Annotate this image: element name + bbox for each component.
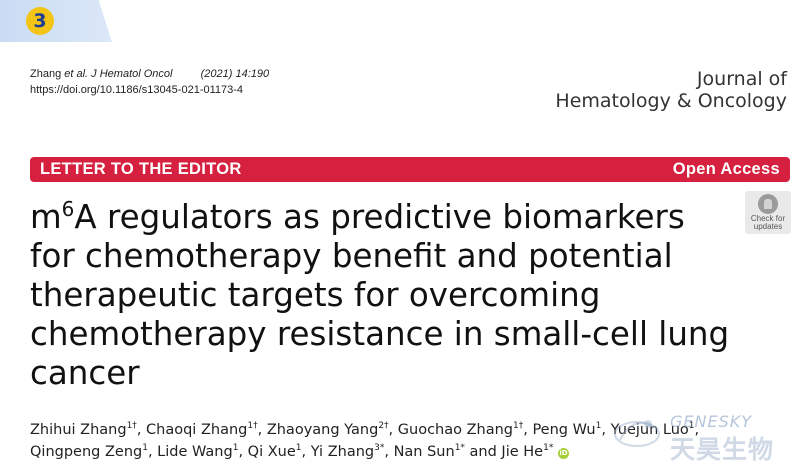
citation-doi[interactable]: https://doi.org/10.1186/s13045-021-01173… xyxy=(30,84,244,96)
citation-line: Zhang et al. J Hematol Oncol (2021) 14:1… xyxy=(30,66,269,82)
open-access-label: Open Access xyxy=(672,160,780,178)
title-line-1: m6A regulators as predictive biomarkers xyxy=(30,197,685,236)
author-name[interactable]: Qingpeng Zeng1 xyxy=(30,443,148,461)
bookmark-icon xyxy=(758,194,778,214)
author-name[interactable]: Yuejun Luo1 xyxy=(610,421,695,439)
author-line: Zhihui Zhang1†, Chaoqi Zhang1†, Zhaoyang… xyxy=(30,421,700,439)
author-name[interactable]: Qi Xue1 xyxy=(247,443,302,461)
citation-block: Zhang et al. J Hematol Oncol (2021) 14:1… xyxy=(30,66,269,98)
author-name[interactable]: Peng Wu1 xyxy=(532,421,602,439)
author-name[interactable]: Nan Sun1* xyxy=(393,443,465,461)
author-name[interactable]: Chaoqi Zhang1† xyxy=(146,421,258,439)
author-line: Qingpeng Zeng1, Lide Wang1, Qi Xue1, Yi … xyxy=(30,443,569,461)
author-name[interactable]: Zhaoyang Yang2† xyxy=(266,421,389,439)
journal-logo: Journal of Hematology & Oncology xyxy=(555,68,787,112)
author-name[interactable]: Zhihui Zhang1† xyxy=(30,421,137,439)
author-name[interactable]: Yi Zhang3* xyxy=(310,443,385,461)
journal-name-line1: Journal of xyxy=(696,68,787,90)
watermark-text-en: GENESKY xyxy=(670,412,753,431)
check-updates-line1: Check for xyxy=(750,214,786,223)
title-line-3: therapeutic targets for overcoming xyxy=(30,276,601,314)
journal-name-line2: Hematology & Oncology xyxy=(555,90,787,112)
title-line-2: for chemotherapy benefit and potential xyxy=(30,237,673,275)
check-for-updates-button[interactable]: Check for updates xyxy=(745,191,791,234)
author-name[interactable]: Lide Wang1 xyxy=(157,443,239,461)
slide-number-badge: 3 xyxy=(26,7,54,35)
orcid-icon[interactable]: iD xyxy=(557,448,569,459)
author-name[interactable]: Guochao Zhang1† xyxy=(397,421,524,439)
company-watermark: GENESKY 天昊生物 xyxy=(612,410,787,465)
author-list: Zhihui Zhang1†, Chaoqi Zhang1†, Zhaoyang… xyxy=(30,419,730,463)
watermark-text-cn: 天昊生物 xyxy=(670,435,775,464)
genesky-logo-icon xyxy=(614,420,660,447)
title-line-5: cancer xyxy=(30,354,140,392)
article-type-bar: LETTER TO THE EDITOR Open Access xyxy=(30,157,790,182)
article-title: m6A regulators as predictive biomarkers … xyxy=(30,198,730,393)
title-line-4: chemotherapy resistance in small-cell lu… xyxy=(30,315,730,353)
citation-author: Zhang xyxy=(30,68,62,80)
citation-year-volume: (2021) 14:190 xyxy=(200,68,270,80)
slide-number-banner xyxy=(0,0,112,42)
title-superscript: 6 xyxy=(61,197,75,221)
check-updates-line2: updates xyxy=(753,222,783,231)
article-type: LETTER TO THE EDITOR xyxy=(40,160,242,178)
citation-journal: et al. J Hematol Oncol xyxy=(64,68,173,80)
author-name[interactable]: Jie He1* xyxy=(501,443,554,461)
